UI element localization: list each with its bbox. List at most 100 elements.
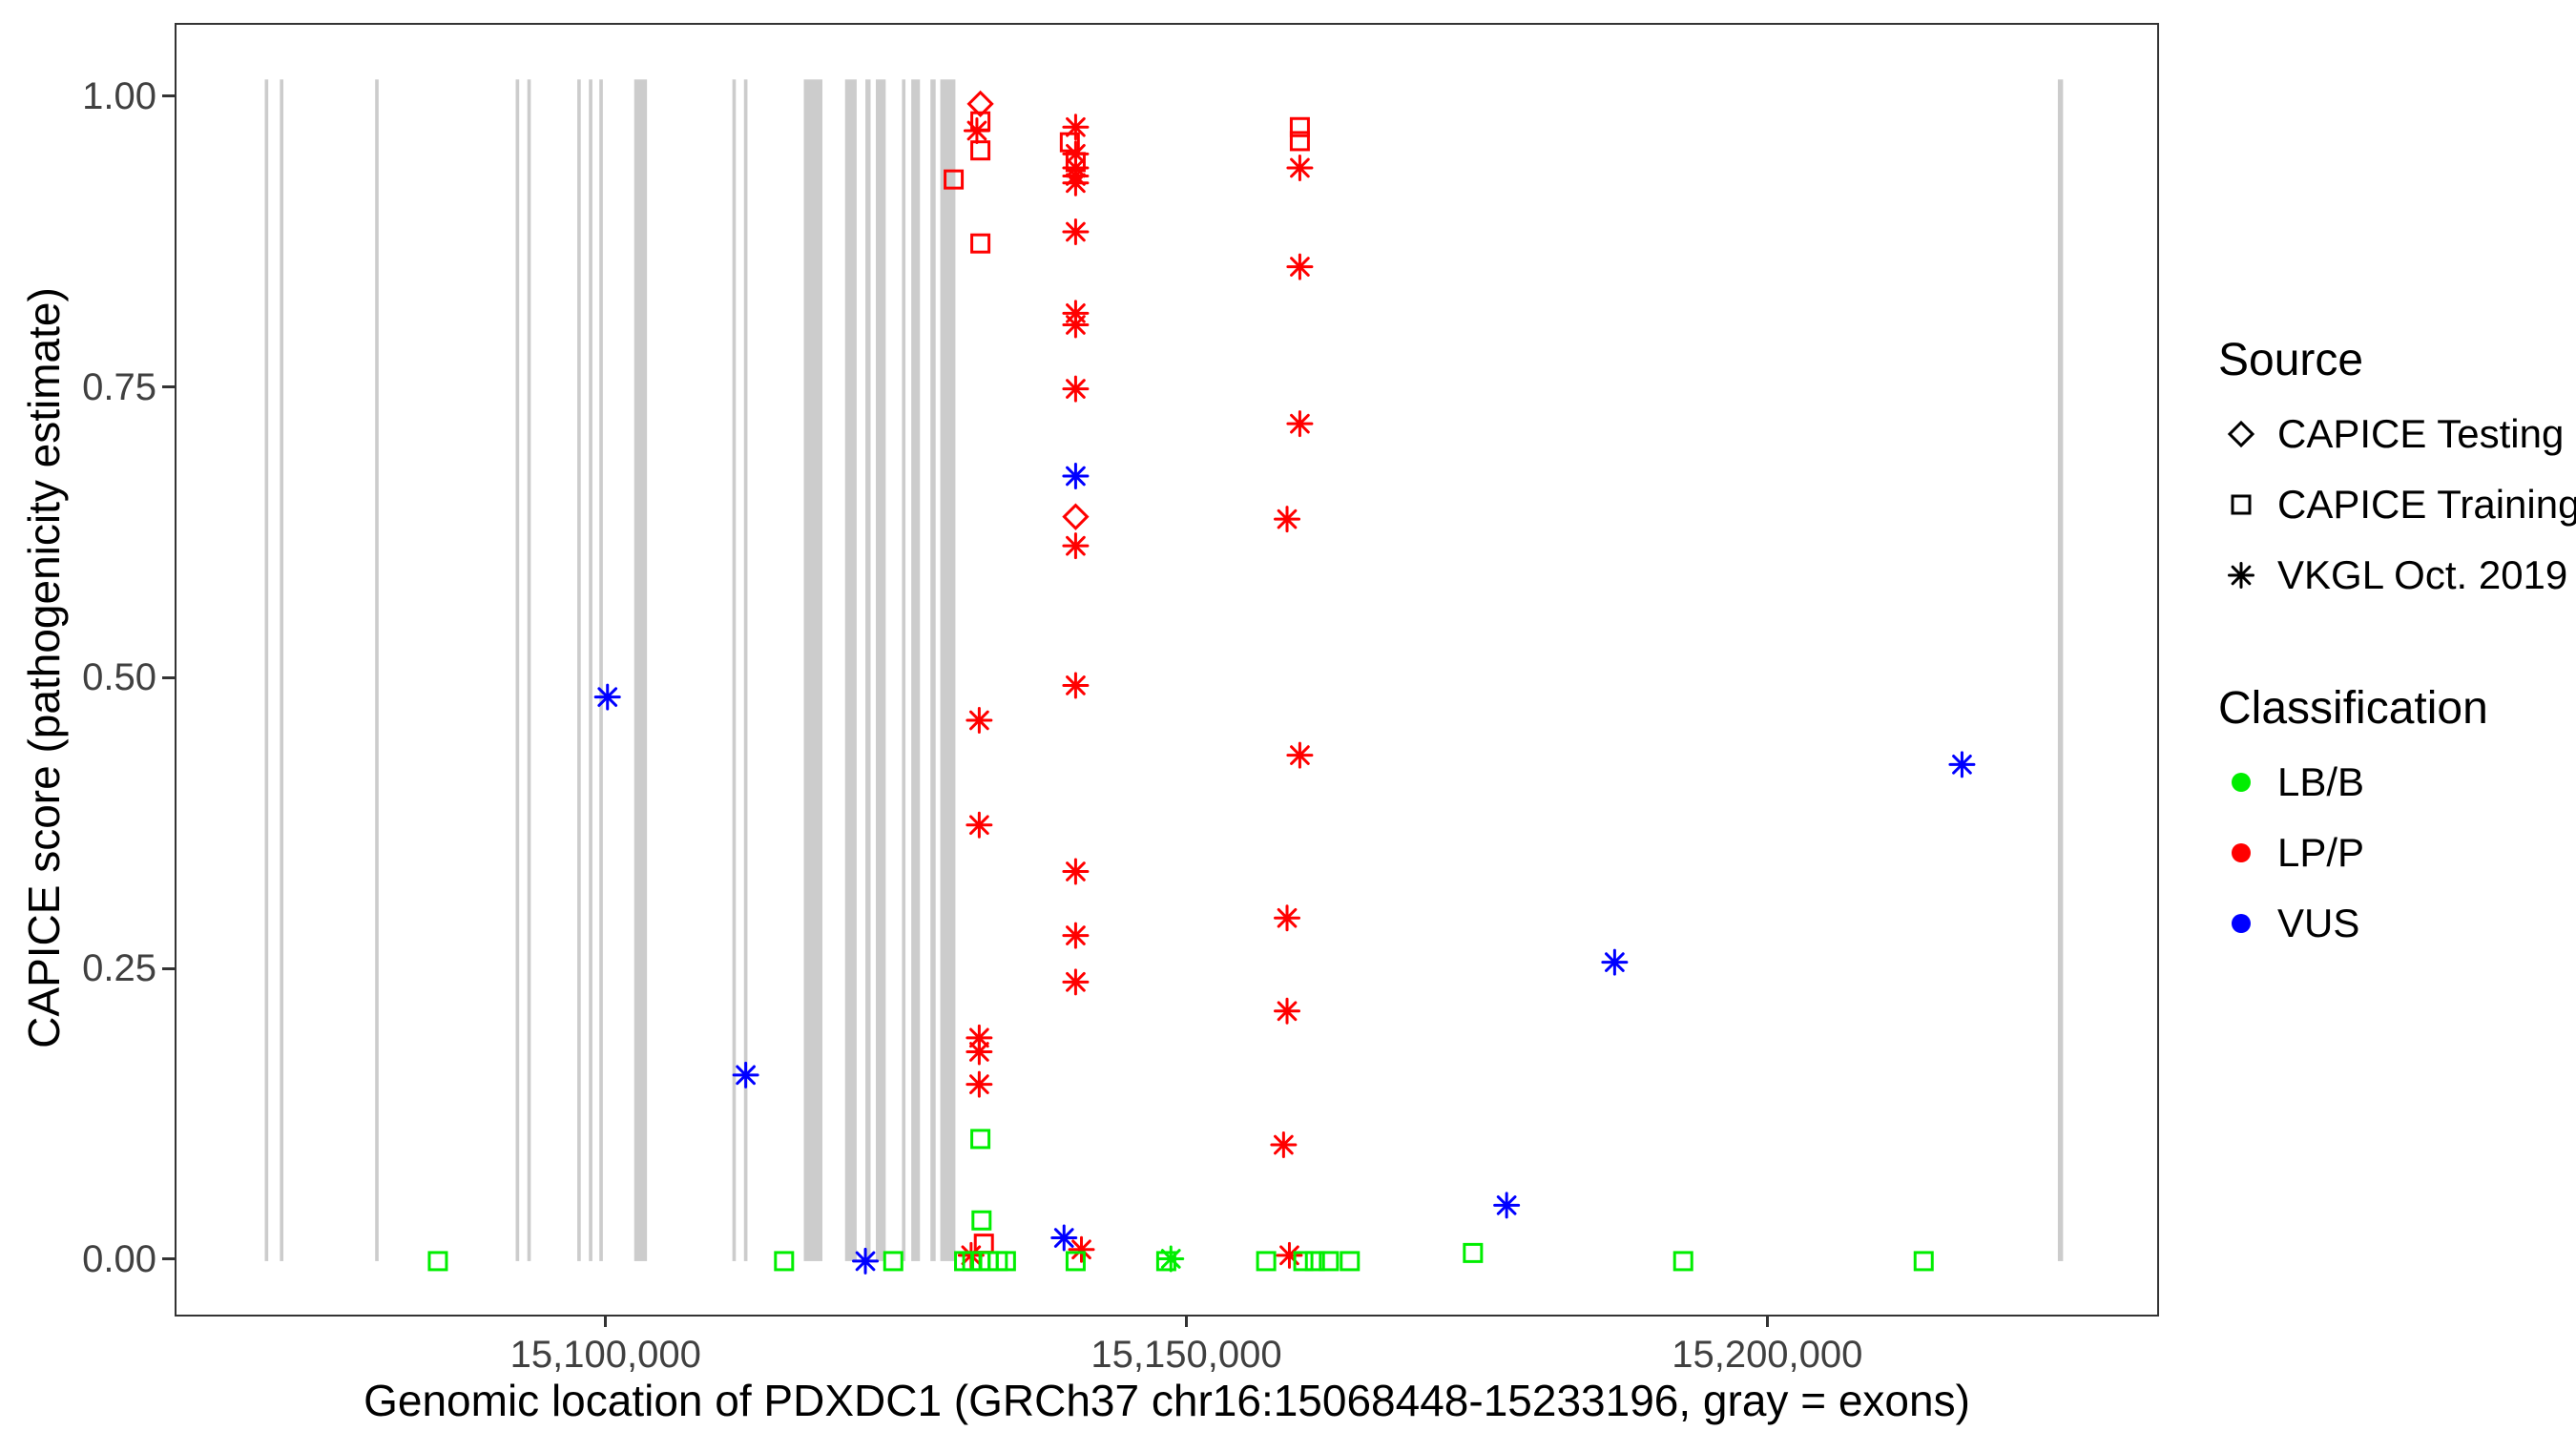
data-point <box>1256 1251 1277 1272</box>
data-point <box>1276 1241 1303 1269</box>
data-point <box>1068 1235 1095 1263</box>
legend-key <box>2218 552 2264 598</box>
legend-label: VUS <box>2277 901 2360 945</box>
data-point <box>1157 1245 1185 1273</box>
data-point <box>1463 1242 1484 1263</box>
data-point <box>1289 131 1310 152</box>
data-point <box>1065 1251 1086 1272</box>
data-point <box>1274 904 1301 932</box>
legend-label: LB/B <box>2277 759 2365 804</box>
dot-icon <box>2232 773 2251 792</box>
data-point <box>427 1251 448 1272</box>
data-point <box>1293 1251 1314 1272</box>
square-icon <box>2231 494 2252 515</box>
data-point <box>1062 463 1090 490</box>
data-point <box>1062 218 1090 246</box>
legend-classification-items: LB/B LP/P VUS <box>2218 759 2571 946</box>
data-point <box>1062 922 1090 949</box>
exon-bar <box>930 79 936 1261</box>
exon-bar <box>940 79 956 1261</box>
data-point <box>970 140 991 161</box>
data-point <box>852 1247 880 1275</box>
exon-bar <box>634 79 648 1261</box>
legend-key <box>2218 759 2264 805</box>
data-point <box>1274 997 1301 1025</box>
data-point <box>1062 672 1090 699</box>
legend-label: VKGL Oct. 2019 <box>2277 552 2568 597</box>
exon-bar <box>577 79 581 1261</box>
x-tick-label: 15,100,000 <box>509 1334 701 1376</box>
data-point <box>995 1251 1016 1272</box>
data-point <box>1286 253 1314 280</box>
data-point <box>1913 1251 1934 1272</box>
data-point <box>1274 506 1301 533</box>
data-point <box>970 1129 991 1150</box>
y-tick-mark <box>162 966 175 970</box>
legend-key <box>2218 830 2264 876</box>
data-point <box>1062 311 1090 339</box>
legend-key <box>2218 901 2264 946</box>
legend-key <box>2218 411 2264 457</box>
exon-bar <box>732 79 737 1261</box>
data-point <box>1270 1131 1298 1159</box>
data-point <box>1948 751 1976 778</box>
legend-item-classification: LB/B <box>2218 759 2571 805</box>
legend-label: CAPICE Training <box>2277 482 2576 527</box>
data-point <box>774 1251 795 1272</box>
dot-icon <box>2232 914 2251 933</box>
data-point <box>883 1251 904 1272</box>
scatter-plot-canvas <box>264 79 2064 1275</box>
exon-bar <box>264 79 269 1261</box>
exon-bar <box>911 79 921 1261</box>
y-tick-mark <box>162 1257 175 1261</box>
dot-icon <box>2232 843 2251 862</box>
exon-bar <box>515 79 520 1261</box>
legend-item-classification: LP/P <box>2218 830 2571 876</box>
asterisk-icon <box>2228 562 2254 589</box>
data-point <box>963 116 990 144</box>
data-point <box>1286 741 1314 769</box>
exon-bar <box>2057 79 2064 1261</box>
data-point <box>971 1210 992 1231</box>
exon-bar <box>803 79 822 1261</box>
x-tick-mark <box>604 1315 608 1327</box>
data-point <box>966 1038 993 1066</box>
data-point <box>1062 503 1090 530</box>
data-point <box>1672 1251 1693 1272</box>
x-tick-mark <box>1185 1315 1189 1327</box>
x-axis-title: Genomic location of PDXDC1 (GRCh37 chr16… <box>364 1376 1970 1425</box>
data-point <box>1319 1251 1340 1272</box>
legend: Source CAPICE Testing CAPICE Training VKGL… <box>2218 334 2576 971</box>
data-point <box>1062 114 1090 141</box>
data-point <box>1493 1192 1521 1219</box>
data-point <box>970 233 991 254</box>
exon-bar <box>844 79 857 1261</box>
legend-gap <box>2218 623 2571 682</box>
y-tick-label: 1.00 <box>82 74 156 117</box>
data-point <box>966 707 993 735</box>
exon-bar <box>599 79 603 1261</box>
exon-bar <box>743 79 748 1261</box>
legend-key <box>2218 482 2264 528</box>
y-tick-label: 0.00 <box>82 1237 156 1280</box>
data-point <box>1289 116 1310 137</box>
data-point <box>1286 154 1314 181</box>
data-point <box>966 1070 993 1098</box>
y-tick-mark <box>162 94 175 98</box>
exon-bar <box>865 79 871 1261</box>
data-point <box>966 90 994 118</box>
y-tick-label: 0.75 <box>82 365 156 408</box>
y-tick-label: 0.50 <box>82 656 156 699</box>
exon-bar <box>589 79 592 1261</box>
legend-source-title: Source <box>2218 335 2364 385</box>
data-point <box>1062 858 1090 885</box>
legend-label: CAPICE Testing <box>2277 411 2565 456</box>
data-point <box>1062 532 1090 560</box>
data-point <box>1062 169 1090 197</box>
data-point <box>1062 375 1090 403</box>
legend-label: LP/P <box>2277 830 2365 875</box>
data-point <box>1059 132 1080 153</box>
data-point <box>944 169 965 190</box>
data-point <box>1286 410 1314 438</box>
data-point <box>1340 1251 1361 1272</box>
